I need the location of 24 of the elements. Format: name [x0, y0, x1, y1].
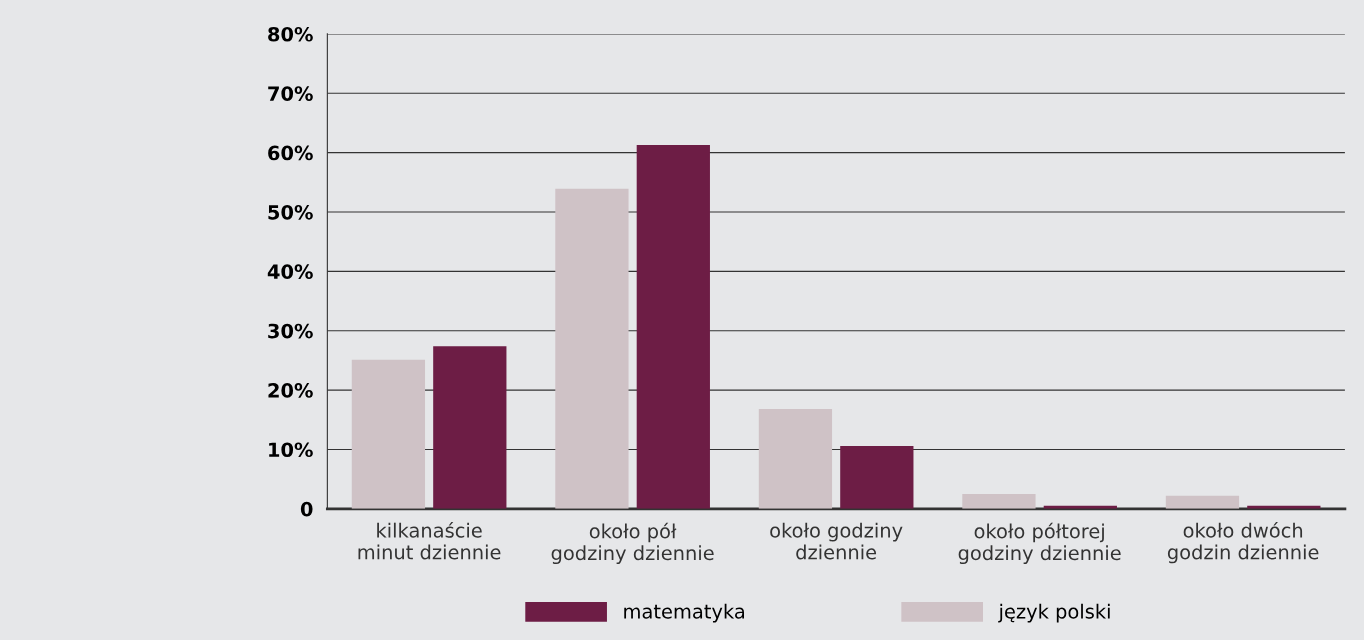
bar — [840, 445, 914, 509]
bar — [433, 346, 507, 509]
x-tick-label: około godziny dziennie — [770, 522, 903, 560]
y-tick-label: 80% — [268, 26, 313, 42]
y-tick-label: 70% — [268, 86, 313, 101]
bar — [555, 188, 629, 509]
x-tick-label: kilkanaście minut dziennie — [358, 521, 501, 560]
legend-label: matematyka — [624, 603, 745, 623]
y-tick-label: 20% — [268, 383, 313, 398]
y-tick-label: 10% — [269, 442, 313, 458]
bar — [758, 409, 833, 509]
bar — [962, 493, 1036, 509]
x-tick-label: około półtorej godziny dziennie — [958, 522, 1121, 565]
y-tick-label: 60% — [268, 145, 313, 161]
bar — [1165, 495, 1240, 509]
bar — [351, 359, 426, 509]
y-tick-label: 30% — [268, 323, 313, 339]
y-tick-label: 0 — [300, 501, 313, 517]
x-tick-label: około pół godziny dziennie — [551, 522, 714, 565]
bar — [636, 144, 710, 509]
legend-label: język polski — [998, 603, 1110, 623]
y-tick-label: 40% — [267, 264, 313, 280]
x-tick-label: około dwóch godzin dziennie — [1167, 521, 1319, 564]
y-tick-label: 50% — [268, 204, 313, 220]
